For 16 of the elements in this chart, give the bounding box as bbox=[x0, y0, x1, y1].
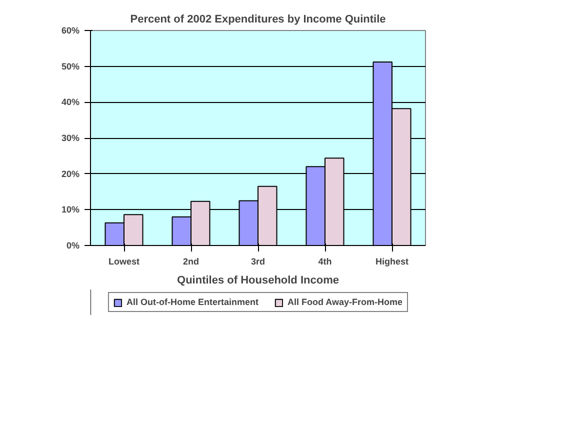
x-axis-title: Quintiles of Household Income bbox=[177, 274, 339, 286]
y-tick-label: 30% bbox=[61, 133, 80, 143]
y-tick-label: 60% bbox=[61, 26, 80, 36]
x-tick-label: Lowest bbox=[108, 256, 140, 266]
y-tick-label: 50% bbox=[61, 61, 80, 72]
x-tick-label: 2nd bbox=[183, 256, 200, 266]
legend-label: All Food Away-From-Home bbox=[287, 297, 403, 307]
y-tick-label: 0% bbox=[66, 240, 80, 250]
y-tick-label: 10% bbox=[61, 204, 80, 215]
y-tick-label: 20% bbox=[61, 168, 80, 179]
x-tick-label: 4th bbox=[318, 256, 332, 266]
legend-label: All Out-of-Home Entertainment bbox=[126, 297, 258, 307]
chart-title: Percent of 2002 Expenditures by Income Quintile bbox=[130, 14, 386, 26]
y-tick-label: 40% bbox=[61, 97, 80, 108]
x-tick-label: 3rd bbox=[250, 256, 266, 266]
x-tick-label: Highest bbox=[376, 256, 409, 266]
